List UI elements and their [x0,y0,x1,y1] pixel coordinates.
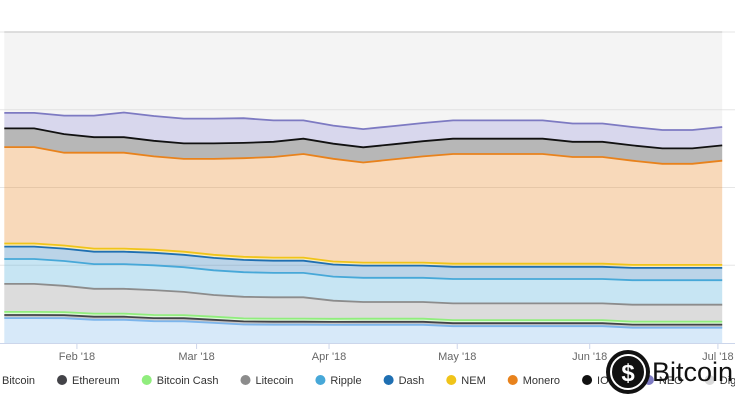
line-bitcoin [4,317,723,329]
x-tick-label: Apr '18 [312,351,347,363]
legend-label: Bitcoin [2,375,35,387]
line-nem [4,242,723,266]
legend-item-litecoin[interactable]: Litecoin [240,375,294,387]
bitcoin-watermark: $ Bitcoin [606,350,733,394]
legend-marker [141,375,152,385]
area-ethereum [4,315,723,328]
area-digecoin [4,32,723,130]
legend-marker [582,375,593,385]
legend-item-ethereum[interactable]: Ethereum [57,375,120,387]
watermark-text: Bitcoin [652,357,733,387]
x-tick-label: Jun '18 [572,351,607,363]
legend-marker [57,375,68,385]
area-ripple [4,259,723,305]
legend-item-nem[interactable]: NEM [446,375,486,387]
legend-label: Ethereum [72,375,120,387]
bitcoin-logo-glyph: $ [621,360,635,387]
legend-marker [315,375,326,385]
series-lines [4,31,723,329]
x-tick-label: Mar '18 [178,351,214,363]
legend-label: NEM [461,375,485,387]
legend-item-bitcoin[interactable]: Bitcoin [0,375,35,387]
legend-item-bitcoin-cash[interactable]: Bitcoin Cash [141,375,219,387]
line-dash [4,245,723,269]
bitcoin-logo-ring [610,354,646,390]
series-areas [4,32,723,343]
area-bitcoin-cash [4,311,723,325]
legend-item-digecoin[interactable]: Digecoin [704,375,735,387]
line-neo [4,111,723,131]
area-bitcoin [4,318,723,343]
x-tick-label: May '18 [438,351,476,363]
legend-label: Litecoin [256,375,294,387]
legend-item-ripple[interactable]: Ripple [315,375,362,387]
legend-label: Dash [399,375,425,387]
x-axis: Feb '18 Mar '18 Apr '18 May '18 Jun '18 Jul '… [0,343,735,363]
line-iota [4,127,723,150]
legend-label: Digecoin [720,375,735,387]
line-monero [4,146,723,165]
legend-marker [446,375,457,385]
area-iota [4,128,723,164]
legend-marker [704,375,715,385]
x-tick-label: Feb '18 [59,351,95,363]
legend-item-monero[interactable]: Monero [507,375,560,387]
legend-label: Ripple [330,375,361,387]
legend-label: Bitcoin Cash [157,375,219,387]
line-bitcoin-cash [4,311,723,323]
legend-label: Monero [523,375,560,387]
area-monero [4,147,723,265]
line-ethereum [4,314,723,326]
legend-item-dash[interactable]: Dash [383,375,425,387]
legend-marker [383,375,394,385]
legend: Bitcoin Ethereum Bitcoin Cash Litecoin Rippl… [0,375,735,387]
bitcoin-logo-icon [606,350,650,394]
x-tick-label: Jul '18 [702,351,733,363]
legend-marker [240,375,251,385]
area-neo [4,112,723,149]
legend-marker [507,375,518,385]
line-ripple [4,258,723,282]
line-litecoin [4,283,723,306]
legend-label: NEO [659,375,683,387]
